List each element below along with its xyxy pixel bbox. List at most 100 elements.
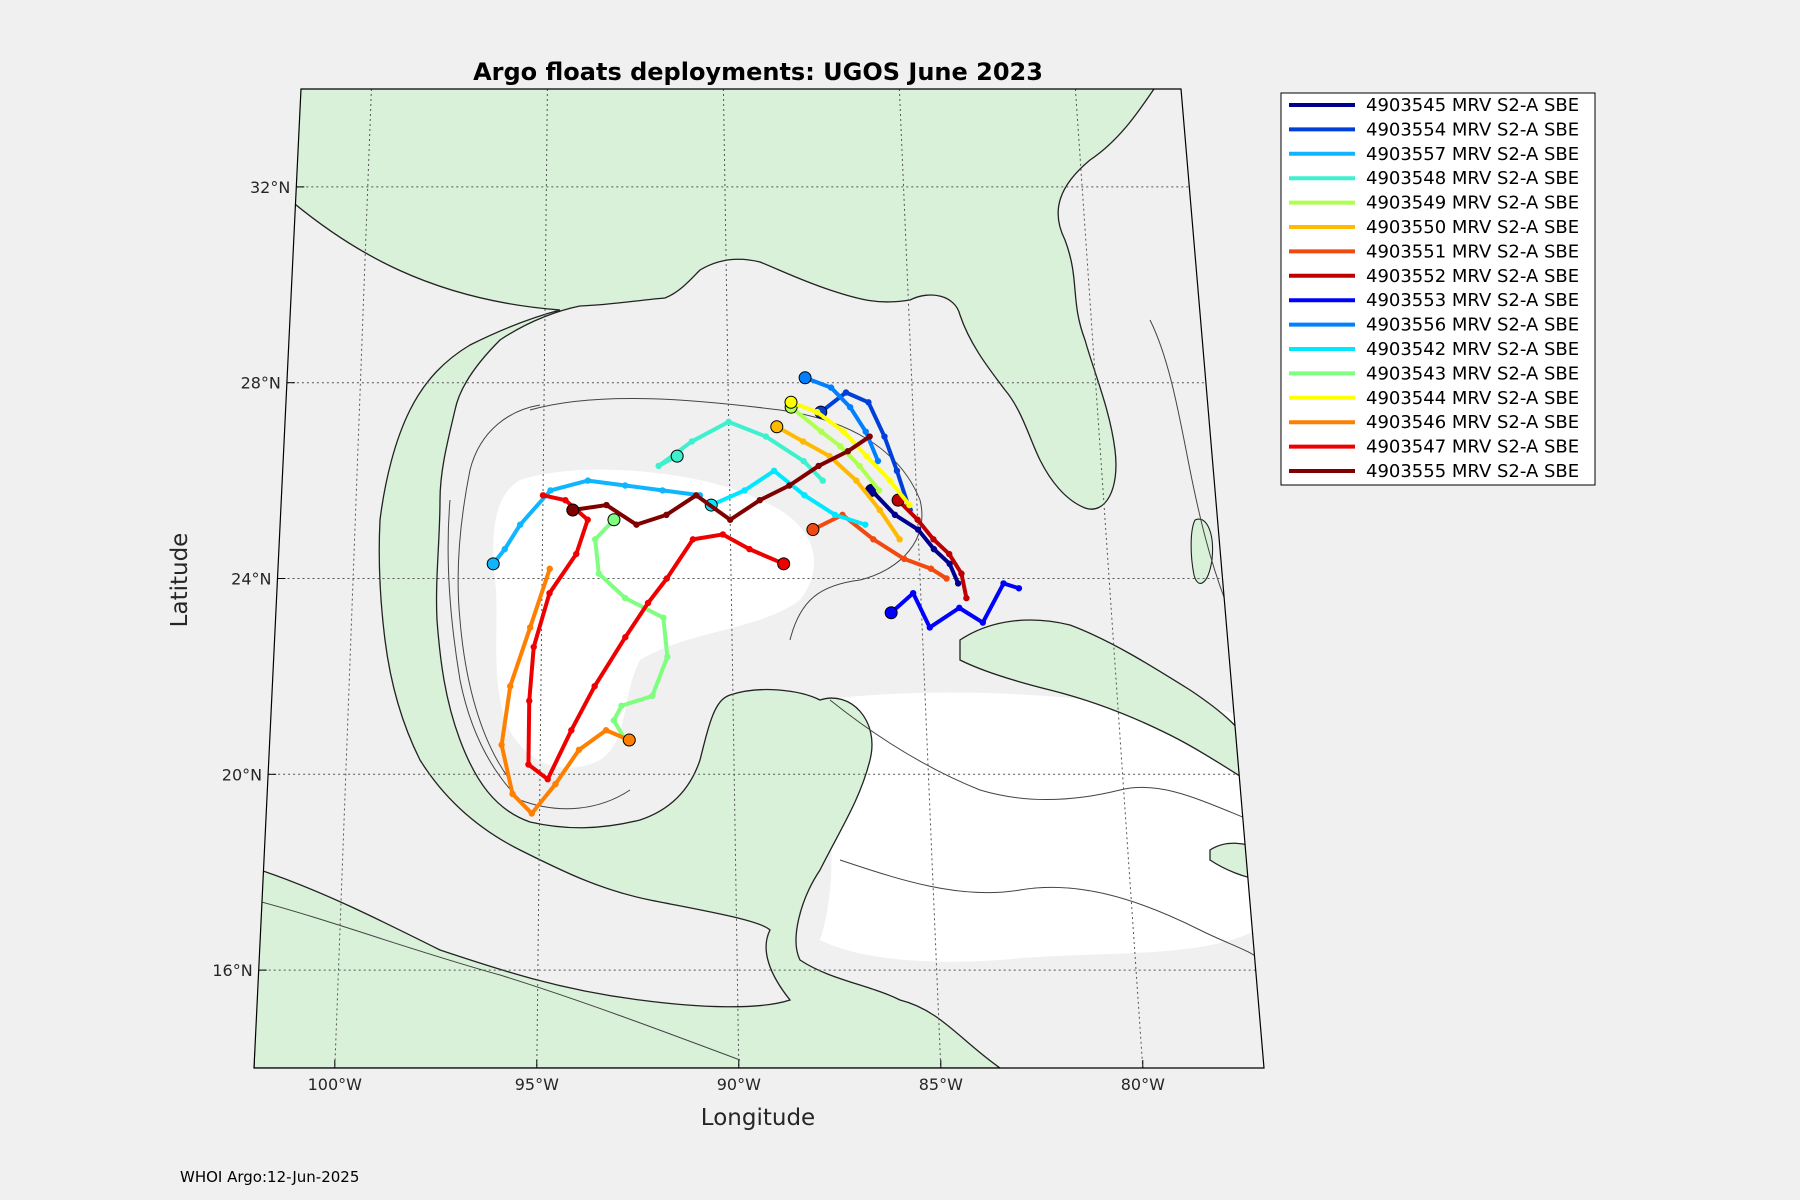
float-track-point [946, 550, 953, 558]
bathymetry-contour [839, 859, 1261, 961]
float-deployment-marker [670, 449, 684, 463]
float-deployment-marker [777, 557, 791, 571]
float-track-point [663, 511, 670, 519]
float-track-point [844, 448, 852, 455]
float-track-point [526, 697, 533, 705]
x-tick-label: 85°W [919, 1075, 963, 1094]
legend-entry-label: 4903549 MRV S2-A SBE [1366, 193, 1579, 214]
float-track-point [866, 433, 873, 440]
float-track-point [725, 418, 732, 426]
float-track-point [516, 521, 524, 528]
float-track-point [819, 477, 826, 484]
map-area [253, 88, 1265, 1069]
y-tick-label: 16°N [212, 961, 252, 980]
float-track-point [865, 399, 872, 406]
meridian-line [898, 89, 942, 1068]
float-track-point [818, 428, 825, 435]
float-track-point [530, 643, 537, 651]
float-track-point [633, 521, 640, 528]
float-track-point [862, 521, 869, 528]
legend-entry-label: 4903542 MRV S2-A SBE [1366, 339, 1579, 360]
float-track-point [659, 487, 666, 494]
graticule [258, 89, 1256, 1068]
legend-entry-label: 4903551 MRV S2-A SBE [1366, 241, 1579, 262]
float-track-point [815, 462, 822, 470]
float-track-point [875, 487, 883, 494]
float-track-point [622, 634, 629, 641]
float-track-point [896, 536, 903, 543]
float-track-point [846, 403, 854, 411]
legend-entry-label: 4903554 MRV S2-A SBE [1366, 119, 1579, 140]
float-deployment-marker [806, 523, 820, 537]
float-track-point [746, 545, 753, 553]
deep-water-caribbean [820, 692, 1256, 962]
float-track-point [603, 501, 610, 509]
float-deployment-marker [607, 513, 621, 527]
deep-water-gulf [493, 469, 815, 768]
float-deployment-marker [566, 503, 580, 517]
y-tick-label: 20°N [222, 765, 262, 784]
float-track-point [741, 487, 748, 494]
float-track-point [799, 438, 807, 445]
float-track-point [926, 624, 933, 631]
float-track-point [655, 462, 662, 470]
float-track-point [979, 619, 987, 626]
float-track-point [591, 536, 599, 543]
legend-entry-label: 4903555 MRV S2-A SBE [1366, 461, 1579, 482]
float-track-point [610, 717, 618, 724]
legend-entry-label: 4903547 MRV S2-A SBE [1366, 437, 1579, 458]
float-track-point [584, 516, 591, 523]
float-track-point [831, 511, 839, 519]
float-track-point [770, 467, 778, 475]
float-track-point [692, 492, 700, 499]
float-track-point [840, 428, 847, 435]
float-track-point [552, 780, 559, 788]
float-track-point [726, 516, 734, 523]
float-track-line [774, 424, 902, 542]
legend-entry-label: 4903557 MRV S2-A SBE [1366, 144, 1579, 165]
float-track-point [602, 727, 610, 734]
float-deployment-marker [798, 371, 812, 385]
float-track-point [584, 477, 592, 484]
x-tick-label: 90°W [717, 1075, 761, 1094]
float-track-line [593, 517, 670, 743]
bathymetry-contour [447, 499, 631, 810]
bathymetry-contour [529, 397, 923, 641]
float-track-point [930, 545, 938, 553]
float-track-point [649, 692, 656, 700]
meridian-line [334, 89, 372, 1068]
legend-entry-label: 4903553 MRV S2-A SBE [1366, 290, 1579, 311]
legend-box [1280, 92, 1596, 486]
legend-entry-label: 4903552 MRV S2-A SBE [1366, 266, 1579, 287]
float-track-point [870, 536, 877, 543]
float-track-point [621, 482, 629, 489]
float-track-point [881, 433, 888, 440]
meridian-line [536, 89, 548, 1068]
float-track-point [498, 741, 505, 749]
float-track-line [491, 478, 702, 566]
legend-entry-label: 4903548 MRV S2-A SBE [1366, 168, 1579, 189]
float-track-point [591, 682, 598, 690]
float-track-line [869, 488, 961, 586]
float-track-point [528, 810, 535, 817]
float-track-point [509, 790, 516, 798]
float-track-point [762, 433, 770, 440]
float-track-point [546, 565, 553, 572]
float-track-point [547, 487, 554, 494]
float-track-point [664, 653, 671, 661]
bathymetry-contour [254, 899, 741, 1061]
float-track-point [930, 536, 937, 543]
float-track-point [893, 467, 901, 475]
figure-title: Argo floats deployments: UGOS June 2023 [473, 58, 1043, 86]
float-track-point [862, 428, 869, 435]
y-axis-ticks: 32°N 28°N 24°N 20°N 16°N [212, 178, 305, 980]
legend-entry-label: 4903543 MRV S2-A SBE [1366, 363, 1579, 384]
float-track-point [663, 575, 671, 582]
float-track-point [927, 565, 935, 572]
float-track-point [837, 443, 844, 450]
float-track-point [1015, 585, 1023, 592]
float-track-point [886, 477, 894, 484]
float-deployment-marker [784, 395, 798, 409]
float-track-point [546, 589, 553, 597]
float-track-line [896, 498, 969, 601]
